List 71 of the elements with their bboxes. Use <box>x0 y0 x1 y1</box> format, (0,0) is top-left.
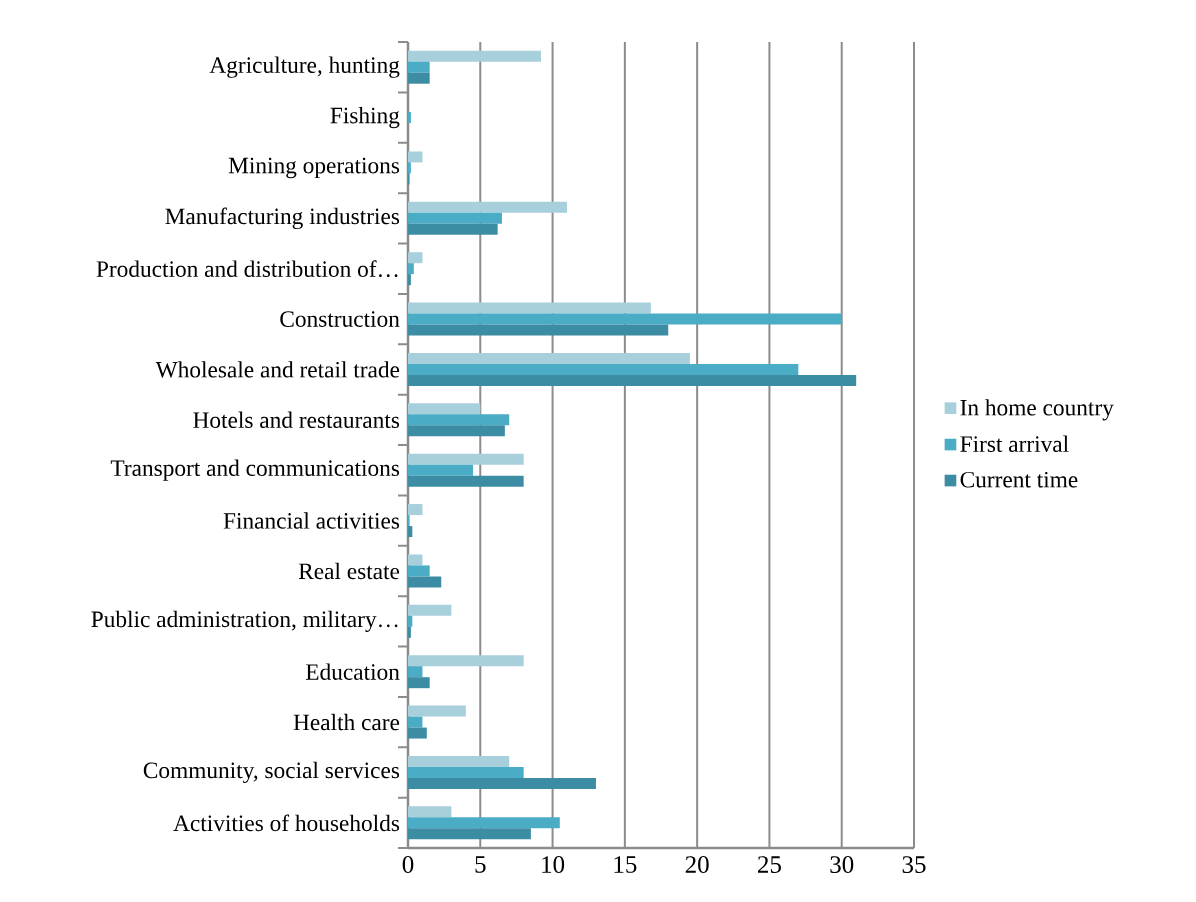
y-tick-label: Activities of households <box>173 814 400 832</box>
bar <box>408 677 430 689</box>
bar <box>408 112 411 124</box>
y-tick-label: Financial activities <box>223 512 400 529</box>
y-tick-label: Production and distribution of… <box>96 260 398 278</box>
legend-label: First arrival <box>960 435 1069 452</box>
x-tick-label: 0 <box>402 856 414 873</box>
legend-label: Current time <box>960 471 1078 488</box>
y-tick-label: Education <box>305 663 400 680</box>
x-tick-label: 10 <box>542 856 565 873</box>
y-tick-label: Agriculture, hunting <box>209 56 400 78</box>
bar <box>408 403 481 415</box>
bar <box>408 313 842 325</box>
bar <box>408 201 568 213</box>
bar <box>408 363 799 375</box>
bar <box>408 604 452 616</box>
bar <box>408 61 430 73</box>
bar <box>408 475 524 487</box>
bar <box>408 755 510 767</box>
bar <box>408 425 505 437</box>
bar <box>408 252 423 264</box>
bar <box>408 526 413 538</box>
bar <box>408 705 466 717</box>
bar <box>408 302 651 314</box>
bar <box>408 554 423 566</box>
y-tick-label: Community, social services <box>143 761 400 784</box>
bar <box>408 162 411 174</box>
bar <box>408 666 423 678</box>
x-tick-label: 25 <box>758 856 781 873</box>
bar <box>408 817 560 829</box>
y-tick-label: Wholesale and retail trade <box>155 361 400 378</box>
bar <box>408 223 498 235</box>
y-tick-label: Fishing <box>330 106 400 129</box>
y-tick-label: Real estate <box>298 562 400 580</box>
x-tick-label: 20 <box>685 856 709 873</box>
bar <box>408 274 411 286</box>
bar <box>408 151 423 163</box>
bar <box>408 626 411 638</box>
bar <box>408 352 690 364</box>
bar <box>408 576 442 588</box>
x-tick-label: 15 <box>614 856 637 873</box>
bar <box>408 464 474 476</box>
bar <box>408 766 524 778</box>
y-tick-label: Hotels and restaurants <box>193 411 400 429</box>
y-tick-label: Mining operations <box>228 157 400 179</box>
bar <box>408 504 423 516</box>
bar <box>408 806 452 818</box>
bar <box>408 414 510 426</box>
bar <box>408 72 430 84</box>
bar <box>408 453 524 465</box>
y-tick-label: Manufacturing industries <box>165 207 400 230</box>
legend-label: In home country <box>960 399 1114 421</box>
bar <box>408 727 427 739</box>
bar <box>408 263 414 275</box>
bar <box>408 777 596 789</box>
bar <box>408 324 669 336</box>
bar <box>408 615 413 627</box>
y-tick-label: Construction <box>280 311 400 327</box>
bar <box>408 212 502 224</box>
y-tick-label: Health care <box>293 713 400 731</box>
y-tick-label: Public administration, military… <box>91 610 398 632</box>
y-tick-label: Transport and communications <box>110 459 400 481</box>
bar <box>408 565 430 577</box>
bar <box>408 828 531 840</box>
x-tick-label: 30 <box>830 856 854 873</box>
bar <box>408 716 423 728</box>
bar <box>408 50 541 62</box>
x-tick-label: 5 <box>475 856 486 873</box>
bar <box>408 374 857 386</box>
bar <box>408 655 524 667</box>
x-tick-label: 35 <box>902 856 926 873</box>
